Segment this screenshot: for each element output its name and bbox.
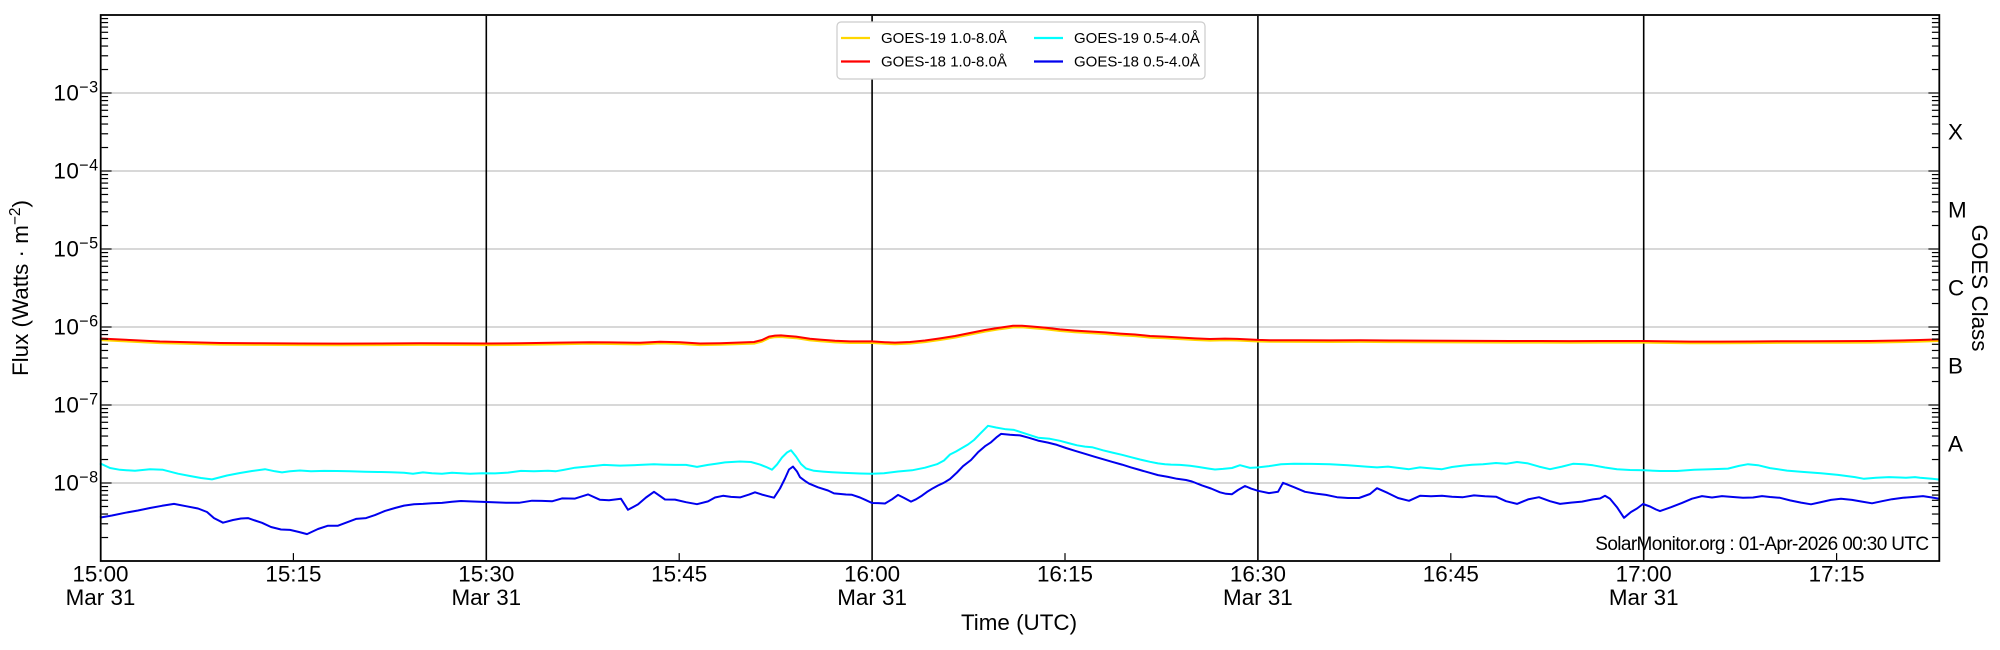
svg-text:16:45: 16:45 — [1423, 562, 1479, 587]
svg-text:A: A — [1948, 432, 1963, 457]
svg-text:Mar 31: Mar 31 — [451, 585, 521, 610]
svg-text:GOES-18 1.0-8.0Å: GOES-18 1.0-8.0Å — [881, 54, 1007, 71]
svg-text:10−5: 10−5 — [53, 235, 98, 262]
svg-text:M: M — [1948, 198, 1967, 223]
svg-text:SolarMonitor.org : 01-Apr-2026: SolarMonitor.org : 01-Apr-2026 00:30 UTC — [1595, 534, 1928, 555]
svg-text:17:00: 17:00 — [1616, 562, 1672, 587]
svg-text:16:00: 16:00 — [844, 562, 900, 587]
svg-text:GOES-19 1.0-8.0Å: GOES-19 1.0-8.0Å — [881, 30, 1007, 47]
svg-text:Mar 31: Mar 31 — [1223, 585, 1293, 610]
svg-text:GOES-18 0.5-4.0Å: GOES-18 0.5-4.0Å — [1074, 54, 1200, 71]
svg-text:15:45: 15:45 — [651, 562, 707, 587]
svg-text:16:15: 16:15 — [1037, 562, 1093, 587]
svg-text:15:00: 15:00 — [72, 562, 128, 587]
svg-text:X: X — [1948, 120, 1963, 145]
svg-text:15:30: 15:30 — [458, 562, 514, 587]
svg-text:C: C — [1948, 276, 1964, 301]
svg-text:15:15: 15:15 — [265, 562, 321, 587]
svg-text:Mar 31: Mar 31 — [66, 585, 136, 610]
svg-text:Time (UTC): Time (UTC) — [961, 610, 1077, 635]
svg-text:GOES Class: GOES Class — [1967, 225, 1992, 352]
svg-text:B: B — [1948, 354, 1963, 379]
svg-text:10−7: 10−7 — [53, 391, 98, 418]
svg-text:16:30: 16:30 — [1230, 562, 1286, 587]
svg-text:Flux (Watts · m−2): Flux (Watts · m−2) — [7, 200, 33, 376]
svg-text:GOES-19 0.5-4.0Å: GOES-19 0.5-4.0Å — [1074, 30, 1200, 47]
svg-text:Mar 31: Mar 31 — [1609, 585, 1679, 610]
svg-text:17:15: 17:15 — [1809, 562, 1865, 587]
svg-text:Mar 31: Mar 31 — [837, 585, 907, 610]
